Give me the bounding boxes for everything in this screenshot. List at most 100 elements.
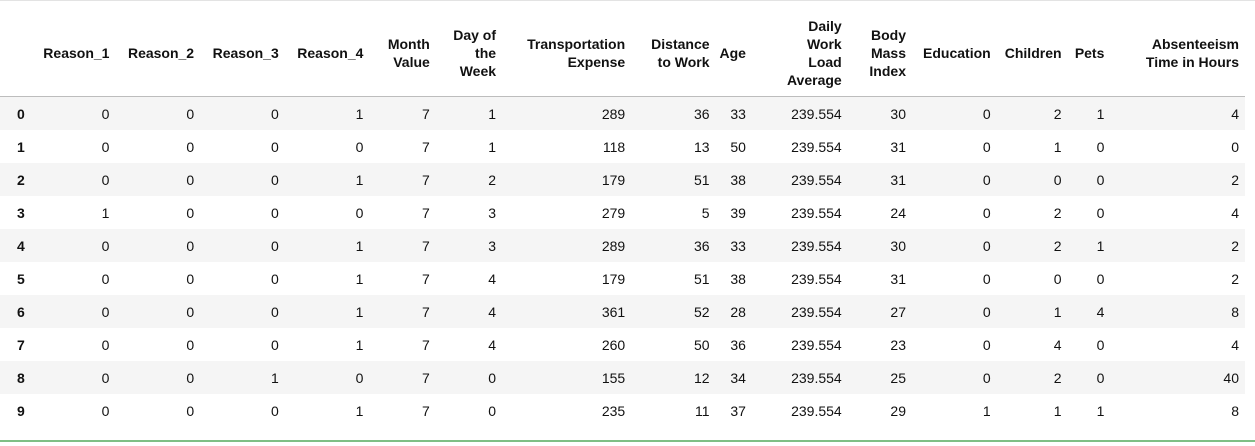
- table-row: 6 0 0 0 1 7 4 361 52 28 239.554 27 0 1 4 8: [0, 295, 1245, 328]
- cell-month-value: 7: [422, 336, 430, 353]
- table-row: 3 1 0 0 0 7 3 279 5 39 239.554 24 0 2 0 4: [0, 196, 1245, 229]
- cell-reason-3: 0: [270, 336, 279, 353]
- cell-daily-work-load-average: 239.554: [791, 171, 842, 188]
- index-header: [0, 10, 31, 97]
- cell-transportation-expense: 289: [601, 105, 626, 122]
- column-header-line: Load: [808, 54, 842, 70]
- cell-transportation-expense: 361: [601, 303, 626, 320]
- cell-daily-work-load-average: 239.554: [791, 270, 842, 287]
- cell-reason-2: 0: [186, 171, 195, 188]
- cell-reason-4: 1: [355, 336, 364, 353]
- table-row: 9 0 0 0 1 7 0 235 11 37 239.554 29 1 1 1 8: [0, 394, 1245, 427]
- column-header-line: Reason_2: [127, 45, 195, 61]
- cell-pets: 0: [1096, 138, 1105, 155]
- cell-children: 2: [1053, 237, 1062, 254]
- cell-month-value: 7: [422, 138, 430, 155]
- column-header-line: Education: [923, 45, 991, 61]
- cell-body-mass-index: 24: [890, 204, 906, 221]
- cell-absenteeism-time-in-hours: 2: [1231, 270, 1239, 287]
- cell-reason-3: 0: [270, 270, 279, 287]
- column-header-children: Children: [996, 10, 1068, 97]
- cell-children: 1: [1053, 303, 1062, 320]
- cell-reason-3: 0: [270, 204, 279, 221]
- cell-body-mass-index: 25: [890, 369, 906, 386]
- column-header-age: Age: [715, 10, 752, 97]
- column-header-line: Absenteeism: [1151, 36, 1239, 52]
- column-header-reason-4: Reason_4: [284, 10, 370, 97]
- cell-education: 0: [982, 105, 991, 122]
- cell-distance-to-work: 36: [693, 237, 710, 254]
- cell-education: 0: [982, 138, 991, 155]
- column-header-line: Transportation: [527, 36, 626, 52]
- cell-age: 37: [730, 402, 746, 419]
- cell-absenteeism-time-in-hours: 8: [1231, 402, 1239, 419]
- cell-daily-work-load-average: 239.554: [791, 237, 842, 254]
- cell-children: 4: [1053, 336, 1062, 353]
- cell-day-of-the-week: 0: [488, 369, 497, 386]
- table-row: 4 0 0 0 1 7 3 289 36 33 239.554 30 0 2 1 2: [0, 229, 1245, 262]
- column-header-transportation-expense: Transportation Expense: [502, 10, 632, 97]
- cell-absenteeism-time-in-hours: 2: [1231, 237, 1239, 254]
- cell-absenteeism-time-in-hours: 4: [1231, 105, 1239, 122]
- cell-reason-3: 0: [270, 303, 279, 320]
- cell-education: 0: [982, 237, 991, 254]
- cell-body-mass-index: 23: [890, 336, 906, 353]
- table-row: 5 0 0 0 1 7 4 179 51 38 239.554 31 0 0 0 2: [0, 262, 1245, 295]
- cell-age: 33: [730, 237, 746, 254]
- row-index: 6: [17, 303, 25, 320]
- cell-distance-to-work: 50: [693, 336, 710, 353]
- cell-distance-to-work: 52: [693, 303, 710, 320]
- cell-education: 0: [982, 270, 991, 287]
- cell-absenteeism-time-in-hours: 8: [1231, 303, 1239, 320]
- column-header-line: to Work: [657, 54, 710, 70]
- dataframe-output: Reason_1 Reason_2 Reason_3 Reason_4 Month Val…: [0, 10, 1245, 427]
- column-header-body-mass-index: Body Mass Index: [847, 10, 912, 97]
- cell-education: 0: [982, 369, 991, 386]
- cell-day-of-the-week: 1: [488, 105, 497, 122]
- column-header-line: Reason_1: [43, 45, 110, 61]
- column-header-line: Mass: [870, 45, 906, 61]
- column-header-line: Reason_4: [297, 45, 364, 61]
- cell-distance-to-work: 51: [693, 171, 710, 188]
- cell-month-value: 7: [422, 171, 430, 188]
- cell-reason-1: 0: [101, 237, 110, 254]
- cell-children: 2: [1053, 369, 1062, 386]
- cell-reason-1: 0: [101, 402, 110, 419]
- cell-body-mass-index: 31: [890, 171, 906, 188]
- cell-body-mass-index: 27: [890, 303, 906, 320]
- cell-reason-2: 0: [186, 303, 195, 320]
- cell-body-mass-index: 31: [890, 138, 906, 155]
- column-header-reason-3: Reason_3: [200, 10, 285, 97]
- cell-transportation-expense: 118: [602, 138, 626, 155]
- cell-month-value: 7: [422, 369, 430, 386]
- cell-reason-1: 0: [101, 336, 110, 353]
- cell-reason-2: 0: [186, 270, 195, 287]
- column-header-line: Reason_3: [212, 45, 279, 61]
- table-row: 7 0 0 0 1 7 4 260 50 36 239.554 23 0 4 0 4: [0, 328, 1245, 361]
- cell-reason-1: 1: [101, 204, 110, 221]
- row-index: 3: [17, 204, 25, 221]
- cell-body-mass-index: 30: [890, 237, 906, 254]
- cell-reason-2: 0: [186, 105, 195, 122]
- cell-reason-1: 0: [101, 171, 110, 188]
- cell-age: 36: [730, 336, 746, 353]
- cell-day-of-the-week: 1: [488, 138, 497, 155]
- cell-daily-work-load-average: 239.554: [791, 303, 842, 320]
- cell-day-of-the-week: 4: [488, 270, 497, 287]
- cell-pets: 1: [1096, 237, 1105, 254]
- cell-absenteeism-time-in-hours: 4: [1231, 336, 1239, 353]
- cell-month-value: 7: [422, 303, 430, 320]
- cell-reason-1: 0: [101, 369, 110, 386]
- cell-pets: 0: [1096, 204, 1105, 221]
- cell-distance-to-work: 51: [693, 270, 710, 287]
- cell-education: 0: [982, 336, 991, 353]
- cell-transportation-expense: 279: [601, 204, 626, 221]
- column-header-line: Expense: [567, 54, 626, 70]
- cell-daily-work-load-average: 239.554: [791, 204, 842, 221]
- column-header-day-of-the-week: Day of the Week: [435, 10, 503, 97]
- column-header-month-value: Month Value: [369, 10, 436, 97]
- cell-age: 38: [730, 270, 746, 287]
- cell-children: 0: [1053, 270, 1062, 287]
- cell-daily-work-load-average: 239.554: [791, 138, 842, 155]
- column-header-distance-to-work: Distance to Work: [631, 10, 716, 97]
